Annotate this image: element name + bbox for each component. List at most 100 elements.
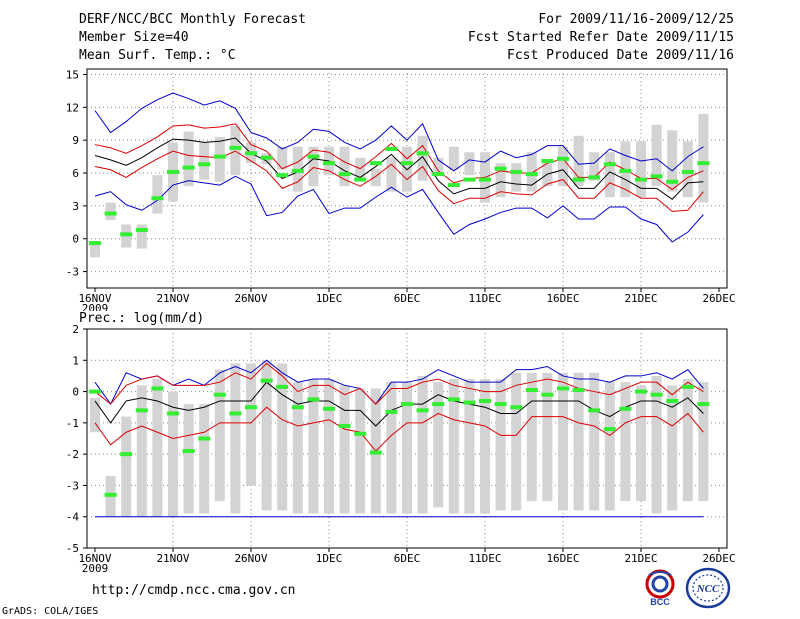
- prec-xtick-label: 21DEC: [624, 552, 657, 565]
- prec-xtick-year: 2009: [82, 562, 109, 575]
- prec-median-mark: [401, 402, 413, 407]
- temp-median-mark: [541, 158, 554, 163]
- prec-xtick-label: 16NOV: [78, 552, 111, 565]
- temp-median-mark: [494, 166, 507, 171]
- temp-spread-box: [183, 131, 194, 187]
- temp-spread-box: [682, 141, 693, 198]
- variable-label: Mean Surf. Temp.: °C: [79, 48, 236, 63]
- prec-xtick-label: 26NOV: [234, 552, 267, 565]
- temp-spread-box: [604, 152, 615, 198]
- prec-median-mark: [603, 427, 616, 432]
- temp-median-mark: [401, 161, 413, 166]
- prec-median-mark: [479, 398, 491, 403]
- temp-median-mark: [198, 162, 211, 167]
- prec-spread-box: [651, 375, 662, 514]
- temp-spread-box: [339, 146, 350, 187]
- temp-spread-box: [636, 141, 646, 198]
- prec-ytick-label: -3: [66, 479, 79, 492]
- prec-median-mark: [120, 452, 133, 457]
- prec-spread-box: [620, 382, 631, 502]
- temp-median-mark: [245, 151, 257, 156]
- prec-spread-box: [682, 379, 693, 502]
- prec-median-mark: [307, 397, 320, 402]
- prec-spread-box: [480, 379, 490, 514]
- prec-xtick-label: 16DEC: [546, 552, 579, 565]
- temp-spread-box: [526, 152, 537, 192]
- temp-spread-box: [433, 157, 444, 176]
- prec-ytick-label: -5: [66, 542, 79, 555]
- precip-label: Prec.: log(mm/d): [79, 311, 207, 326]
- temp-median-mark: [525, 172, 538, 177]
- source-url[interactable]: http://cmdp.ncc.cma.gov.cn: [92, 583, 296, 598]
- temp-ytick-label: 6: [72, 167, 79, 180]
- temp-median-mark: [182, 165, 195, 170]
- prec-spread-box: [558, 372, 568, 511]
- temp-plus-std-line: [94, 123, 704, 191]
- member-size: Member Size=40: [79, 30, 189, 45]
- prec-xtick-label: 11DEC: [468, 552, 501, 565]
- temp-spread-box: [448, 146, 459, 170]
- prec-mean-line: [94, 381, 704, 427]
- temp-ytick-label: 15: [66, 68, 79, 81]
- prec-spread-box: [324, 379, 334, 514]
- prec-spread-box: [511, 372, 522, 511]
- prec-spread-box: [199, 404, 210, 514]
- prec-median-mark: [167, 411, 179, 416]
- temp-spread-box: [199, 142, 210, 180]
- temp-xtick-label: 16DEC: [546, 292, 579, 305]
- prec-spread-box: [355, 388, 366, 514]
- prec-xtick-label: 26DEC: [702, 552, 735, 565]
- temp-xtick-label: 26DEC: [702, 292, 735, 305]
- grads-credit: GrADS: COLA/IGES: [2, 606, 99, 617]
- temp-spread-box: [370, 168, 381, 187]
- prec-spread-box: [402, 382, 412, 514]
- prec-ytick-label: -4: [66, 511, 80, 524]
- prec-median-mark: [572, 388, 585, 393]
- prec-median-mark: [525, 388, 538, 393]
- prec-median-mark: [432, 402, 445, 407]
- prec-median-mark: [588, 408, 601, 413]
- prec-median-mark: [494, 402, 507, 407]
- prec-spread-box: [464, 379, 475, 514]
- prec-median-mark: [557, 386, 569, 391]
- prec-median-mark: [213, 392, 226, 397]
- temp-xtick-label: 21DEC: [624, 292, 657, 305]
- prec-median-mark: [89, 389, 101, 394]
- prec-median-mark: [135, 408, 148, 413]
- prec-max-line: [94, 359, 704, 406]
- temp-median-mark: [135, 227, 148, 232]
- prec-spread-box: [667, 385, 678, 511]
- prec-median-mark: [245, 405, 257, 410]
- temp-spread-box: [105, 202, 116, 221]
- prec-plus-std-line: [94, 362, 704, 405]
- bcc-logo-text: BCC: [650, 597, 670, 607]
- temp-mean-line: [94, 137, 704, 200]
- temp-min-line: [94, 175, 704, 243]
- prec-spread-box: [183, 404, 194, 514]
- prec-xtick-label: 21NOV: [156, 552, 189, 565]
- prec-spread-box: [636, 385, 646, 502]
- temp-spread-box: [573, 135, 584, 187]
- temp-median-mark: [338, 172, 351, 177]
- temp-median-mark: [479, 177, 491, 182]
- prec-spread-box: [604, 382, 615, 511]
- prec-spread-box: [292, 382, 303, 514]
- temp-median-mark: [619, 168, 632, 173]
- ncc-logo-text: NCC: [696, 583, 720, 595]
- prec-spread-box: [246, 363, 256, 486]
- temp-median-mark: [260, 155, 273, 160]
- prec-minus-std-line: [94, 406, 704, 452]
- forecast-period: For 2009/11/16-2009/12/25: [538, 12, 734, 27]
- prec-median-mark: [510, 405, 523, 410]
- temp-spread-box: [308, 146, 319, 187]
- prec-ytick-label: -2: [66, 448, 79, 461]
- temp-median-mark: [432, 172, 445, 177]
- temp-median-mark: [416, 151, 429, 156]
- temp-median-mark: [447, 183, 460, 188]
- temp-xtick-label: 1DEC: [316, 292, 343, 305]
- prec-spread-box: [261, 360, 272, 511]
- prec-spread-box: [339, 385, 350, 514]
- prec-median-mark: [182, 449, 195, 454]
- prec-spread-box: [277, 363, 288, 511]
